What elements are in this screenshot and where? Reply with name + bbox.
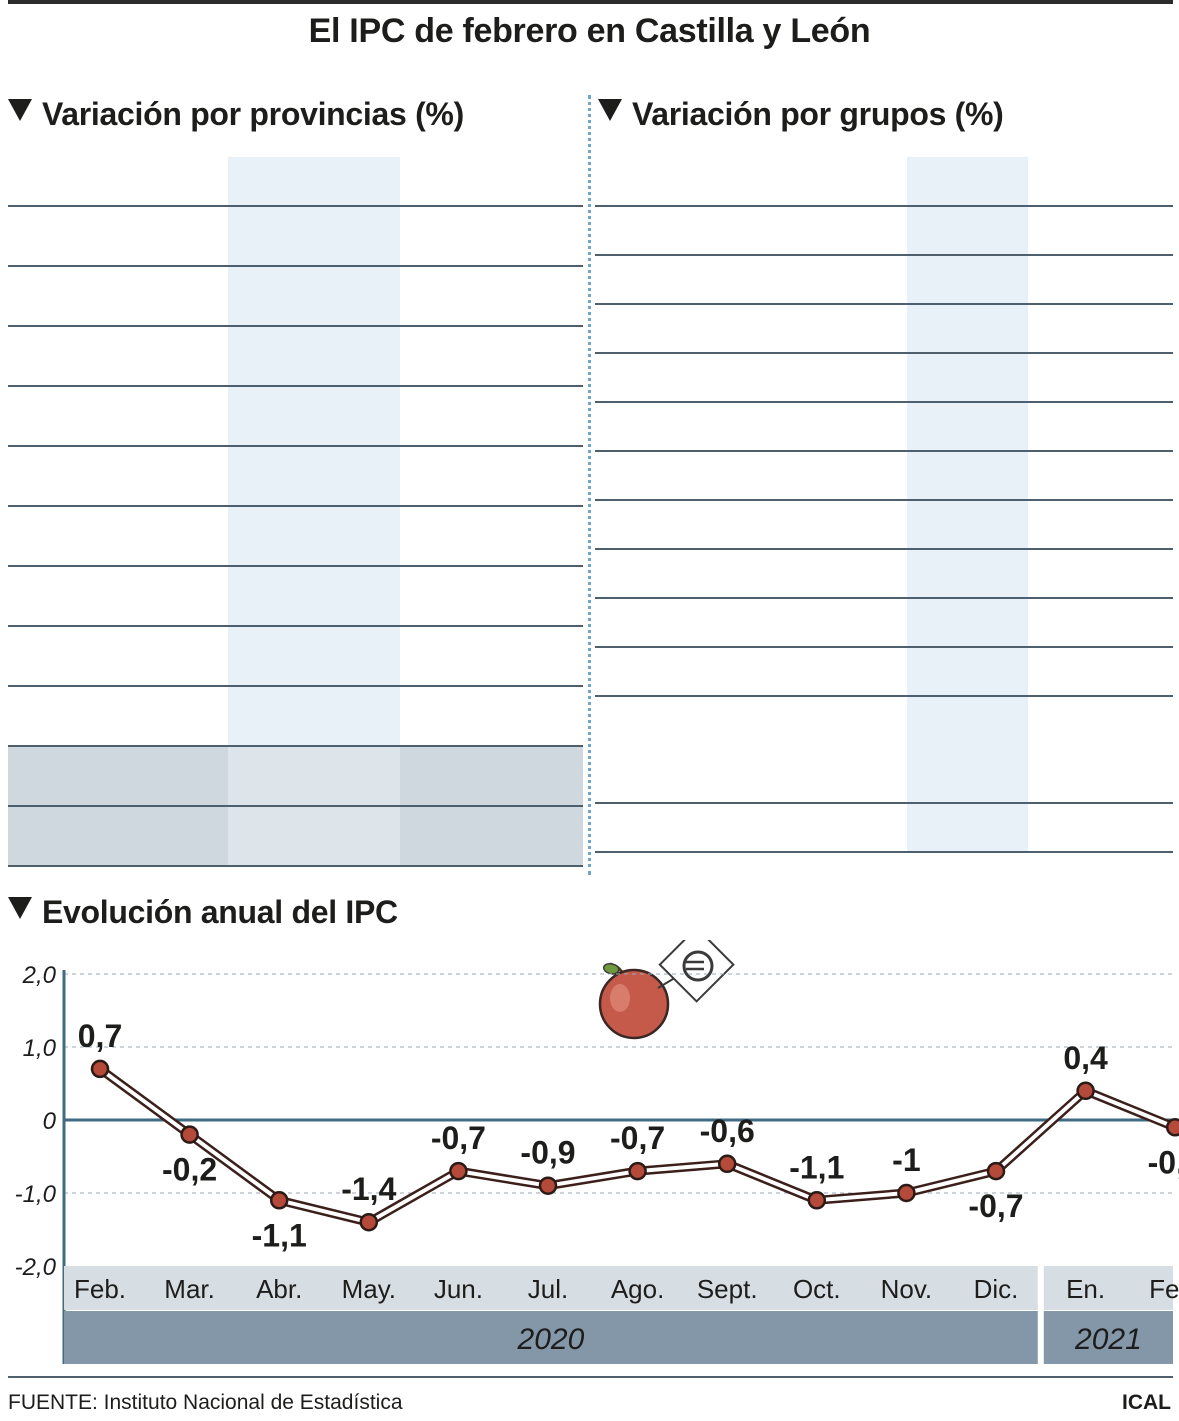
x-tick-label: Sept.	[697, 1274, 758, 1304]
data-label: 0,4	[1063, 1040, 1108, 1076]
triangle-down-icon	[8, 99, 32, 121]
table-row-rule	[8, 445, 583, 447]
table-row-rule	[595, 303, 1173, 305]
table-row-rule	[595, 548, 1173, 550]
footer-rule	[8, 1376, 1173, 1378]
section-title-grupos: Variación por grupos (%)	[598, 96, 1004, 133]
table-row-rule	[595, 802, 1173, 804]
brand-logo: ICAL	[1122, 1391, 1171, 1414]
data-point	[1076, 1081, 1095, 1101]
source-note: FUENTE: Instituto Nacional de Estadístic…	[8, 1391, 403, 1414]
mensual-column-highlight	[228, 157, 400, 747]
section-title-provincias-text: Variación por provincias (%)	[42, 96, 464, 132]
mensual-column-highlight	[907, 157, 1028, 853]
table-row-rule	[8, 625, 583, 627]
data-label: -0,7	[968, 1188, 1023, 1224]
year-label: 2021	[1074, 1323, 1142, 1356]
table-header-rule	[595, 205, 1173, 207]
x-tick-label: Mar.	[164, 1274, 215, 1304]
x-tick-label: Jul.	[528, 1274, 568, 1304]
data-label: -1,4	[341, 1171, 396, 1207]
year-label: 2020	[517, 1323, 585, 1356]
top-rule	[8, 0, 1173, 4]
x-tick-label: Jun.	[434, 1274, 483, 1304]
column-separator	[588, 95, 591, 875]
table-row-rule	[595, 695, 1173, 697]
data-point	[90, 1059, 110, 1079]
triangle-down-icon	[8, 897, 32, 919]
year-band	[64, 1311, 1038, 1364]
month-band	[1043, 1266, 1173, 1310]
data-point	[717, 1154, 737, 1174]
table-row-rule	[8, 385, 583, 387]
x-tick-label: Feb.	[74, 1274, 126, 1304]
year-band	[1043, 1311, 1173, 1364]
page-title: El IPC de febrero en Castilla y León	[308, 12, 871, 50]
table-row-rule	[595, 450, 1173, 452]
data-point	[449, 1161, 468, 1181]
table-row-rule	[595, 401, 1173, 403]
section-title-grupos-text: Variación por grupos (%)	[632, 96, 1004, 132]
table-row-rule	[8, 685, 583, 687]
data-point	[986, 1161, 1006, 1181]
data-point	[807, 1191, 827, 1210]
section-title-provincias: Variación por provincias (%)	[8, 96, 464, 133]
data-label: -0,2	[162, 1152, 217, 1188]
x-tick-label: May.	[342, 1274, 396, 1304]
data-point	[180, 1125, 199, 1144]
totals-mensual-highlight	[228, 747, 400, 867]
apple-euro-icon	[598, 940, 735, 1040]
data-label: -0,6	[700, 1113, 755, 1149]
table-row-rule	[8, 325, 583, 327]
table-row-rule	[595, 646, 1173, 648]
y-tick-label: 0	[43, 1108, 57, 1135]
data-label: 0,7	[78, 1018, 122, 1054]
triangle-down-icon	[598, 99, 622, 121]
data-label: -0,1	[1148, 1144, 1179, 1180]
data-point	[538, 1176, 558, 1195]
x-tick-label: Nov.	[881, 1274, 933, 1304]
table-row-rule	[8, 805, 583, 807]
table-row-rule	[595, 851, 1173, 853]
table-row-rule	[595, 499, 1173, 501]
table-row-rule	[8, 265, 583, 267]
y-tick-label: 2,0	[22, 962, 57, 989]
data-point	[269, 1191, 289, 1210]
table-row-rule	[8, 505, 583, 507]
data-label: -1	[892, 1142, 920, 1178]
data-point	[1165, 1118, 1179, 1137]
x-tick-label: Ago.	[611, 1274, 665, 1304]
y-tick-label: -1,0	[15, 1181, 57, 1208]
data-point	[628, 1161, 647, 1181]
data-label: -1,1	[789, 1149, 844, 1185]
table-row-rule	[8, 865, 583, 867]
data-label: -0,7	[610, 1120, 665, 1156]
table-row-rule	[595, 352, 1173, 354]
x-tick-label: Feb.	[1149, 1274, 1179, 1304]
data-label: -0,9	[520, 1135, 575, 1171]
y-tick-label: -2,0	[15, 1254, 57, 1281]
y-tick-label: 1,0	[23, 1035, 57, 1062]
table-row-rule	[8, 565, 583, 567]
section-title-evolucion: Evolución anual del IPC	[8, 894, 398, 931]
data-label: -1,1	[252, 1217, 307, 1253]
x-tick-label: Dic.	[974, 1274, 1019, 1304]
x-tick-label: Abr.	[256, 1274, 302, 1304]
data-point	[897, 1183, 916, 1203]
section-title-evolucion-text: Evolución anual del IPC	[42, 894, 398, 930]
data-label: -0,7	[431, 1120, 486, 1156]
table-row-rule	[8, 745, 583, 747]
data-point	[359, 1212, 379, 1232]
table-row-rule	[595, 254, 1173, 256]
x-tick-label: En.	[1066, 1274, 1105, 1304]
table-row-rule	[595, 597, 1173, 599]
x-tick-label: Oct.	[793, 1274, 841, 1304]
month-band	[64, 1266, 1038, 1310]
table-header-rule	[8, 205, 583, 207]
